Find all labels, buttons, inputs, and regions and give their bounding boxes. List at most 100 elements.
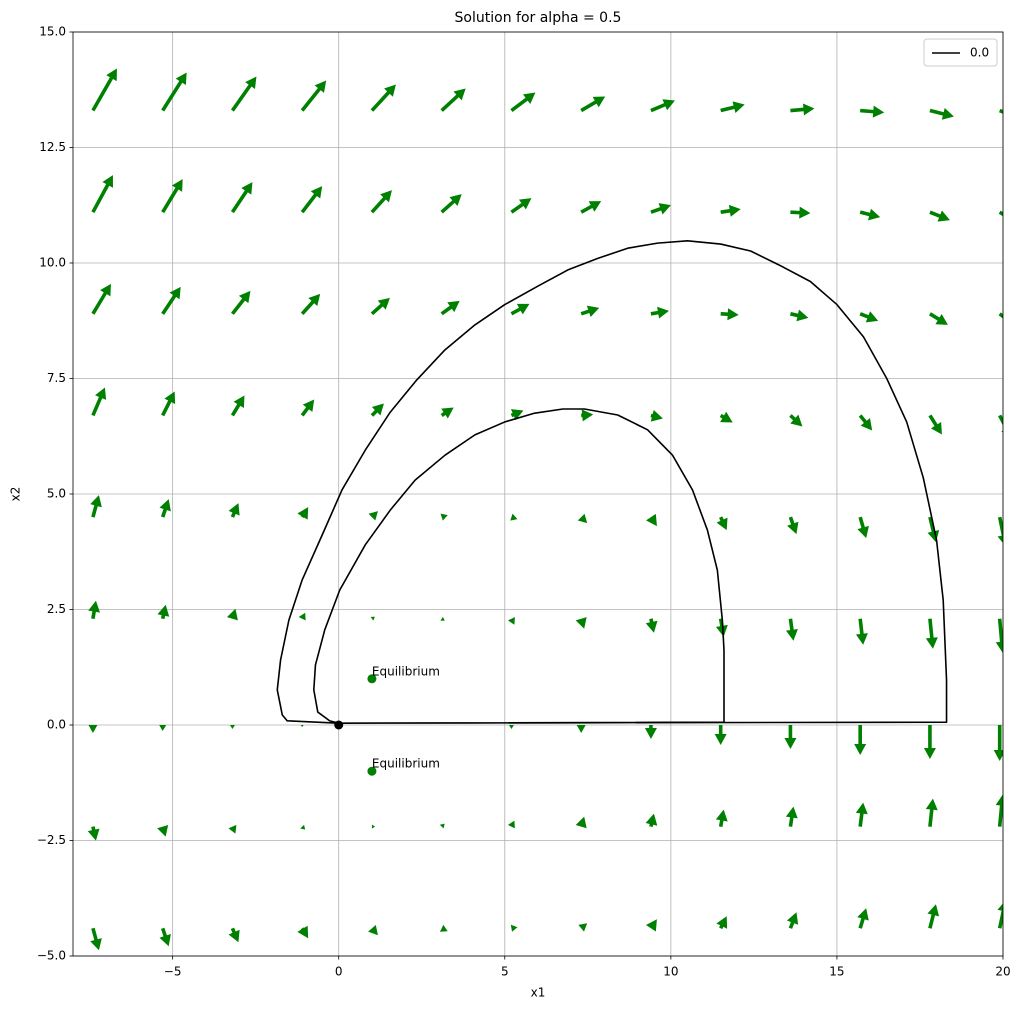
axes: −5 0 5 10 15 20 −5.0 −2.5 0.0 2.5 5.0 7.5 10.0 12.5 15… — [37, 25, 1011, 979]
quiver-arrow — [857, 516, 869, 539]
y-tick-label: 7.5 — [47, 371, 66, 385]
y-tick-label: 10.0 — [39, 256, 66, 270]
quiver-arrow — [228, 927, 240, 943]
y-tick-label: 5.0 — [47, 487, 66, 501]
quiver-arrow — [925, 618, 938, 649]
quiver-arrow — [91, 387, 107, 417]
quiver-arrow — [161, 72, 187, 112]
quiver-arrow — [580, 96, 606, 113]
quiver-arrow — [923, 725, 936, 759]
quiver-arrow — [370, 297, 390, 316]
quiver-arrow — [927, 904, 940, 929]
quiver-arrow — [716, 916, 728, 930]
quiver-arrow — [300, 824, 306, 830]
quiver-arrow — [91, 283, 111, 315]
quiver-arrow — [786, 618, 798, 641]
quiver-arrow — [650, 203, 671, 215]
quiver-arrow — [230, 76, 257, 112]
quiver-arrow — [371, 824, 375, 829]
quiver-arrow — [575, 816, 587, 829]
quiver-arrow — [510, 92, 536, 112]
quiver-arrow — [510, 513, 518, 521]
quiver-arrow — [859, 208, 881, 221]
chart-title: Solution for alpha = 0.5 — [455, 10, 622, 26]
quiver-arrow — [714, 725, 727, 745]
quiver-arrow — [790, 206, 811, 219]
quiver-arrow — [226, 608, 238, 621]
quiver-arrow — [997, 516, 1003, 543]
quiver-arrow — [650, 99, 675, 113]
quiver-arrow — [300, 80, 327, 112]
quiver-arrow — [507, 617, 515, 625]
y-tick-label: 15.0 — [39, 25, 66, 39]
quiver-arrow — [645, 813, 658, 828]
quiver-arrow — [439, 924, 448, 932]
quiver-arrow — [159, 725, 167, 731]
quiver-arrow — [925, 798, 938, 827]
quiver-arrow — [646, 919, 657, 932]
y-tick-label: −2.5 — [37, 833, 66, 847]
quiver-arrow — [300, 293, 321, 316]
x-tick-label: −5 — [164, 965, 182, 979]
quiver-arrow — [719, 411, 733, 423]
plot-area — [87, 68, 1003, 951]
annotation-label: Equilibrium — [372, 757, 440, 771]
y-axis-label: x2 — [9, 487, 23, 502]
quiver-arrow — [91, 175, 113, 214]
x-tick-label: 5 — [501, 965, 509, 979]
quiver-arrow — [510, 303, 530, 316]
legend-label: 0.0 — [970, 46, 989, 60]
quiver-arrow — [998, 108, 1003, 114]
quiver-arrow — [440, 194, 462, 214]
quiver-arrow — [786, 912, 799, 929]
quiver-arrow — [576, 725, 586, 733]
quiver-arrow — [440, 88, 466, 112]
quiver-arrow — [855, 618, 868, 645]
quiver-arrow — [993, 725, 1003, 761]
quiver-arrow — [159, 499, 171, 518]
quiver-arrow — [998, 312, 1003, 319]
quiver-arrow — [298, 612, 306, 621]
quiver-arrow — [785, 806, 798, 827]
quiver-arrow — [510, 409, 524, 421]
quiver-arrow — [507, 820, 515, 829]
quiver-arrow — [580, 201, 602, 214]
quiver-arrow — [787, 516, 799, 535]
quiver-arrow — [439, 823, 445, 829]
quiver-arrow — [720, 101, 745, 114]
quiver-arrow — [998, 210, 1003, 217]
quiver-arrow — [440, 616, 445, 621]
quiver-arrow — [370, 84, 396, 112]
quiver-arrow — [789, 414, 803, 427]
quiver-arrow — [440, 407, 454, 419]
quiver-arrow — [91, 68, 117, 112]
quiver-arrow — [577, 513, 588, 524]
quiver-arrow — [715, 618, 728, 637]
quiver-arrow — [440, 300, 460, 316]
quiver-arrow — [90, 927, 102, 951]
quiver-arrow — [228, 824, 237, 834]
quiver-arrow — [929, 210, 950, 222]
quiver-arrow — [157, 825, 169, 837]
quiver-arrow — [646, 513, 657, 527]
quiver-arrow — [644, 725, 657, 739]
y-tick-label: 2.5 — [47, 602, 66, 616]
quiver-arrow — [440, 513, 448, 521]
x-tick-label: 15 — [829, 965, 844, 979]
annotation-label: Equilibrium — [372, 664, 440, 678]
quiver-arrow — [715, 809, 728, 827]
x-tick-label: 20 — [995, 965, 1010, 979]
quiver-arrow — [161, 179, 183, 214]
trajectory-line — [276, 240, 948, 724]
quiver-arrow — [720, 308, 739, 321]
quiver-arrow — [581, 409, 594, 422]
start-point — [334, 720, 344, 730]
y-tick-label: 12.5 — [39, 140, 66, 154]
y-tick-label: 0.0 — [47, 718, 66, 732]
quiver-arrow — [928, 312, 948, 325]
quiver-arrow — [928, 414, 942, 435]
quiver-arrow — [370, 616, 375, 621]
quiver-arrow — [297, 925, 309, 939]
